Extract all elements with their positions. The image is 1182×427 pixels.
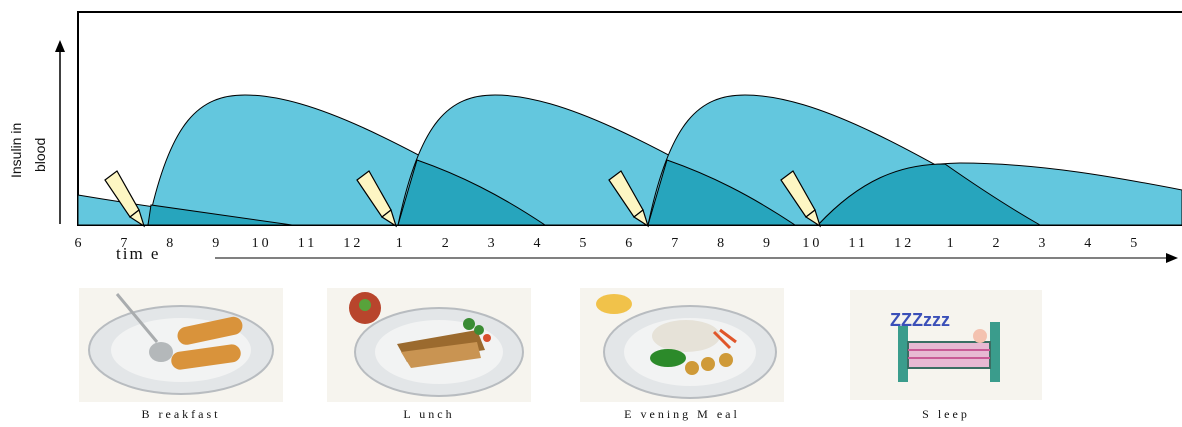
time-tick-label: 7 bbox=[671, 236, 678, 251]
time-tick-label: 5 bbox=[1130, 236, 1137, 251]
time-axis-label: tim e bbox=[116, 244, 161, 263]
svg-text:ZZZzzz: ZZZzzz bbox=[890, 310, 950, 330]
time-tick-label: 11 bbox=[849, 236, 868, 251]
time-tick-label: 12 bbox=[894, 236, 914, 251]
overlap-2 bbox=[397, 159, 547, 226]
overlap-1 bbox=[147, 204, 293, 226]
time-tick-label: 4 bbox=[1084, 236, 1091, 251]
time-tick-label: 6 bbox=[75, 236, 82, 251]
syringe-icon bbox=[780, 170, 822, 228]
time-tick-label: 5 bbox=[579, 236, 586, 251]
overlap-4 bbox=[816, 163, 1042, 226]
evening-meal-plate-icon bbox=[580, 288, 784, 402]
meal-caption-evening-meal: E vening M eal bbox=[624, 407, 740, 421]
time-tick-label: 9 bbox=[212, 236, 219, 251]
time-tick-label: 8 bbox=[717, 236, 724, 251]
y-axis-label-line-2: blood bbox=[32, 137, 48, 172]
time-tick-label: 6 bbox=[625, 236, 632, 251]
lunch-plate-icon bbox=[327, 288, 531, 402]
time-tick-label: 11 bbox=[298, 236, 317, 251]
overlap-regions bbox=[147, 159, 1042, 226]
time-tick-label: 1 bbox=[947, 236, 954, 251]
y-axis-arrow bbox=[55, 40, 65, 224]
meal-caption-lunch: L unch bbox=[403, 407, 455, 421]
meal-caption-breakfast: B reakfast bbox=[141, 407, 221, 421]
time-tick-label: 3 bbox=[488, 236, 495, 251]
time-axis-arrow bbox=[215, 253, 1178, 263]
time-tick-labels: 6 7 8 9 10 11 12 1 2 3 4 5 6 7 8 9 10 11 12 1 2 3 4 5 bbox=[75, 236, 1138, 251]
syringe-icon bbox=[104, 170, 146, 228]
syringes bbox=[104, 170, 822, 228]
time-tick-label: 7 bbox=[120, 236, 127, 251]
meal-caption-sleep: S leep bbox=[922, 407, 970, 421]
syringe-icon bbox=[608, 170, 650, 228]
time-tick-label: 10 bbox=[802, 236, 822, 251]
time-tick-label: 1 bbox=[396, 236, 403, 251]
time-tick-label: 3 bbox=[1038, 236, 1045, 251]
syringe-icon bbox=[356, 170, 398, 228]
time-tick-label: 12 bbox=[343, 236, 363, 251]
time-tick-label: 4 bbox=[534, 236, 541, 251]
time-tick-label: 2 bbox=[993, 236, 1000, 251]
overlap-3 bbox=[647, 159, 797, 226]
y-axis-label-line-1: Insulin in bbox=[8, 122, 24, 178]
time-tick-label: 9 bbox=[763, 236, 770, 251]
time-tick-label: 2 bbox=[442, 236, 449, 251]
breakfast-plate-icon bbox=[79, 288, 283, 402]
time-tick-label: 8 bbox=[166, 236, 173, 251]
sleep-bed-icon: ZZZzzz bbox=[850, 290, 1042, 400]
time-tick-label: 10 bbox=[252, 236, 272, 251]
